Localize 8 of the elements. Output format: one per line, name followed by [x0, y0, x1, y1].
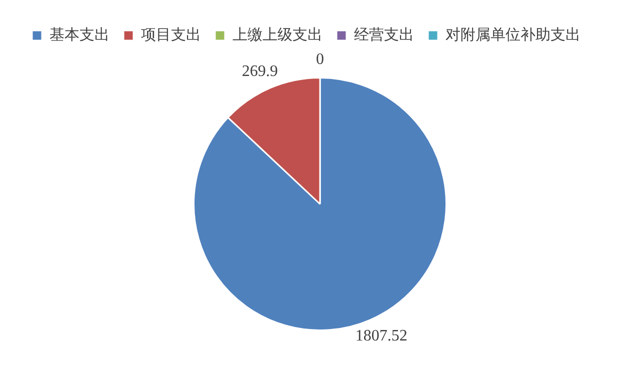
- legend-label: 经营支出: [354, 25, 414, 44]
- text: 0: [316, 50, 324, 68]
- legend-label: 上缴上级支出: [232, 25, 322, 44]
- legend-label: 项目支出: [141, 25, 201, 44]
- legend-label: 基本支出: [50, 25, 110, 44]
- legend-label: 对附属单位补助支出: [446, 25, 580, 44]
- data-label: 269.9: [242, 62, 278, 80]
- data-label: 1807.52: [355, 328, 408, 345]
